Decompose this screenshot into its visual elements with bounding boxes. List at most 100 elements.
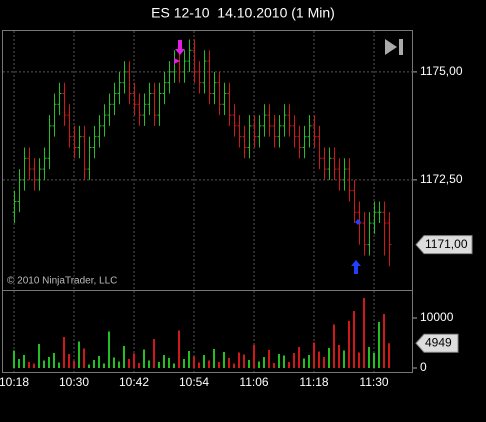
volume-bar (373, 353, 375, 368)
x-tick-label: 11:30 (359, 375, 388, 389)
volume-bar (278, 354, 280, 368)
volume-bar (18, 359, 20, 368)
volume-bar (208, 360, 210, 368)
x-tick-label: 10:54 (179, 375, 209, 389)
panel-border (2, 30, 413, 373)
volume-bar (323, 357, 325, 368)
volume-bar (383, 314, 385, 368)
volume-bar (238, 352, 240, 368)
last-price-label-box (415, 235, 473, 255)
volume-bar (353, 311, 355, 368)
scroll-end-icon[interactable] (385, 39, 403, 55)
volume-bar (228, 358, 230, 368)
volume-bar (243, 354, 245, 368)
sell-signal (175, 40, 185, 55)
volume-bar (88, 364, 90, 368)
volume-bar (183, 359, 185, 368)
x-tick-label: 10:30 (59, 375, 89, 389)
volume-bar (378, 322, 380, 368)
volume-bar (203, 355, 205, 368)
volume-bar (63, 337, 65, 368)
volume-bar (288, 362, 290, 368)
volume-bar (38, 344, 40, 368)
volume-bar (193, 356, 195, 368)
y-tick-label: 1172,50 (420, 172, 463, 186)
volume-bar (133, 353, 135, 368)
volume-bar (173, 363, 175, 368)
volume-bar (73, 361, 75, 368)
volume-bar (303, 358, 305, 368)
volume-bar (388, 343, 390, 368)
volume-bar (188, 351, 190, 368)
volume-bar (343, 350, 345, 368)
volume-bar (198, 362, 200, 368)
volume-bar (33, 363, 35, 368)
last-volume-label: 4949 (425, 335, 452, 349)
volume-bar (368, 347, 370, 368)
volume-bar (28, 362, 30, 368)
volume-bar (218, 362, 220, 368)
volume-bar (123, 346, 125, 368)
volume-bar (318, 351, 320, 368)
volume-bar (148, 360, 150, 368)
volume-bar (143, 349, 145, 368)
volume-bar (273, 363, 275, 368)
volume-bar (223, 352, 225, 368)
volume-bar (363, 298, 365, 368)
volume-bar (48, 357, 50, 368)
volume-bar (328, 348, 330, 368)
copyright: © 2010 NinjaTrader, LLC (7, 276, 117, 287)
volume-bar (53, 353, 55, 368)
volume-bar (113, 357, 115, 368)
volume-bar (283, 355, 285, 368)
volume-bar (58, 362, 60, 368)
volume-bar (163, 355, 165, 368)
chart-title: ES 12-10 14.10.2010 (1 Min) (151, 5, 335, 21)
volume-bar (358, 352, 360, 368)
y-tick-label: 0 (420, 360, 427, 374)
volume-bar (118, 361, 120, 368)
signal-marker (355, 219, 361, 225)
last-volume-label-box (415, 333, 459, 353)
volume-bar (233, 363, 235, 368)
volume-bar (98, 356, 100, 368)
volume-bar (333, 324, 335, 368)
volume-bar (153, 339, 155, 368)
volume-bar (263, 357, 265, 368)
buy-signal (351, 260, 361, 274)
volume-bar (178, 330, 180, 368)
volume-bar (93, 360, 95, 368)
volume-bar (213, 349, 215, 368)
volume-bar (308, 355, 310, 368)
volume-bar (43, 360, 45, 368)
y-tick-label: 1175,00 (420, 64, 463, 78)
y-tick-label: 10000 (420, 310, 454, 324)
volume-bar (158, 362, 160, 368)
volume-bar (128, 359, 130, 368)
volume-bar (13, 350, 15, 368)
volume-bar (23, 355, 25, 368)
volume-bar (248, 360, 250, 368)
volume-bar (348, 321, 350, 368)
x-tick-label: 11:18 (299, 375, 328, 389)
volume-bar (108, 331, 110, 368)
volume-bar (298, 347, 300, 368)
volume-bar (253, 345, 255, 368)
volume-bar (268, 350, 270, 368)
signal-marker (174, 58, 180, 64)
x-tick-label: 11:06 (239, 375, 268, 389)
volume-bar (293, 353, 295, 368)
volume-bar (103, 363, 105, 368)
volume-bar (78, 341, 80, 368)
last-price-label: 1171,00 (425, 237, 468, 251)
volume-bar (83, 348, 85, 368)
x-tick-label: 10:18 (0, 375, 29, 389)
volume-bar (68, 354, 70, 368)
x-tick-label: 10:42 (119, 375, 149, 389)
volume-bar (168, 358, 170, 368)
volume-bar (138, 363, 140, 368)
volume-bar (313, 342, 315, 368)
volume-bar (258, 361, 260, 368)
